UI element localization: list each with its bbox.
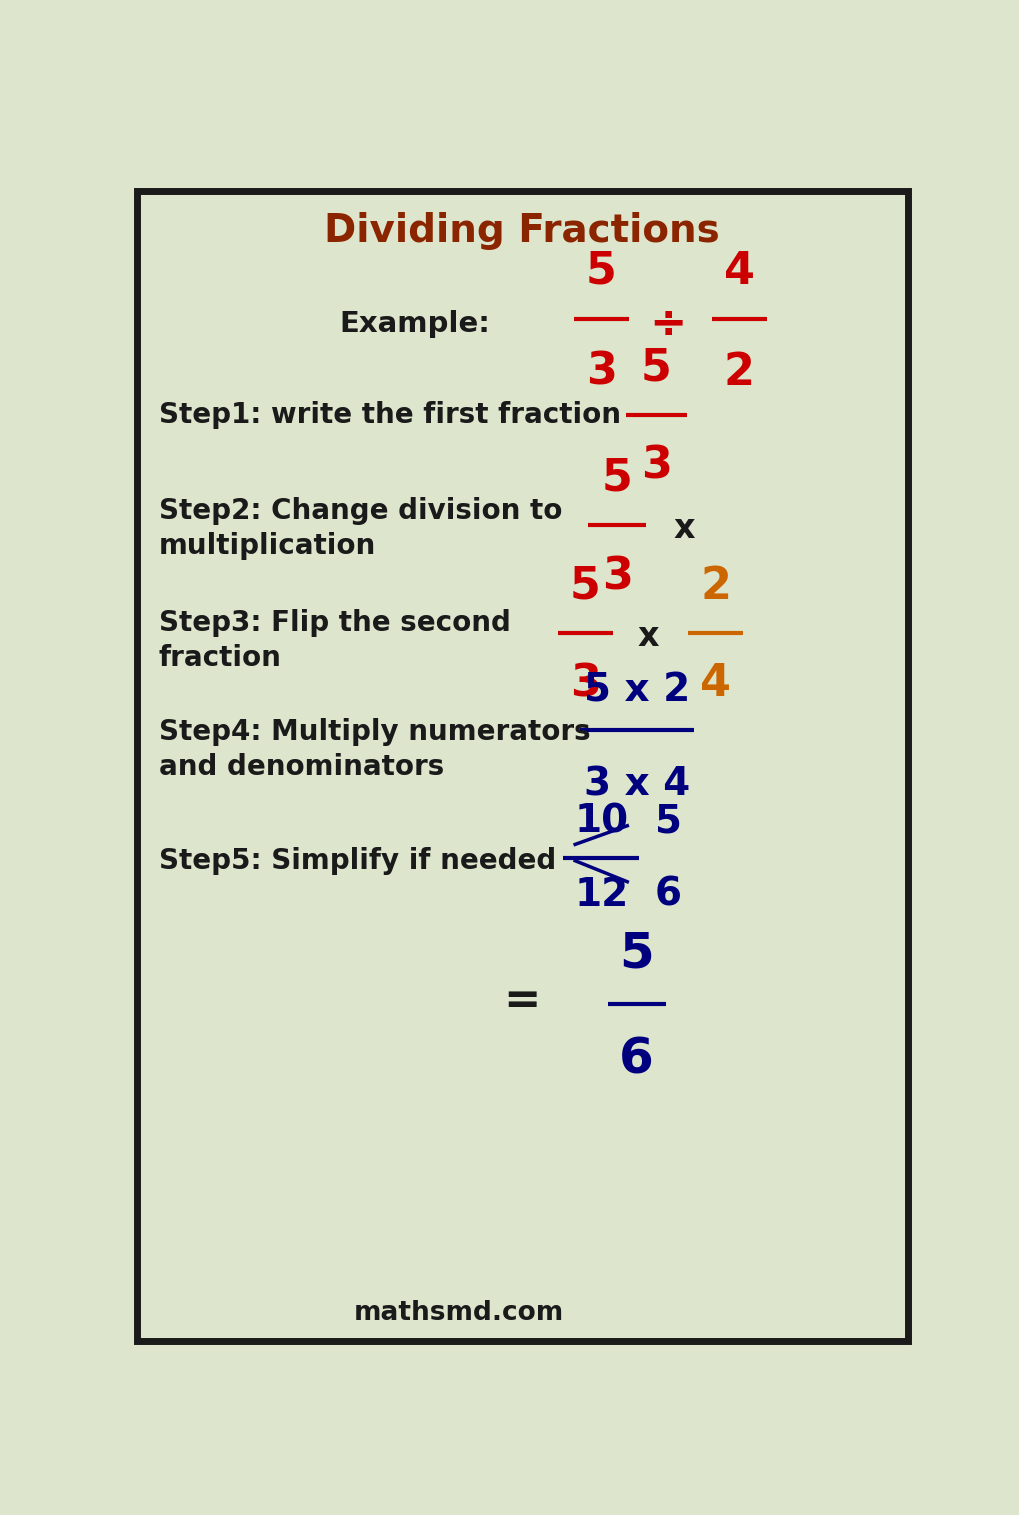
Text: 3: 3	[641, 444, 672, 488]
Text: 5: 5	[641, 347, 672, 389]
Text: Step3: Flip the second: Step3: Flip the second	[159, 609, 511, 636]
Text: x: x	[638, 620, 659, 653]
Text: Step5: Simplify if needed: Step5: Simplify if needed	[159, 847, 556, 874]
Text: multiplication: multiplication	[159, 532, 376, 559]
Text: 6: 6	[655, 876, 682, 914]
Text: Dividing Fractions: Dividing Fractions	[324, 212, 720, 250]
Text: 4: 4	[700, 662, 732, 706]
Text: 5: 5	[601, 456, 633, 498]
Text: Example:: Example:	[339, 311, 491, 338]
Text: 2: 2	[700, 565, 732, 608]
Text: 5: 5	[655, 803, 682, 841]
Text: 10: 10	[574, 803, 629, 841]
Text: mathsmd.com: mathsmd.com	[354, 1300, 565, 1326]
Text: 2: 2	[723, 351, 755, 394]
Text: 5: 5	[570, 565, 601, 608]
Text: 5: 5	[620, 929, 654, 977]
Text: fraction: fraction	[159, 644, 282, 671]
Text: Step2: Change division to: Step2: Change division to	[159, 497, 562, 524]
Text: 6: 6	[620, 1036, 654, 1083]
Text: =: =	[503, 979, 541, 1023]
Text: Step4: Multiply numerators: Step4: Multiply numerators	[159, 718, 591, 747]
Text: 5: 5	[586, 250, 616, 292]
Text: 3: 3	[601, 554, 633, 598]
Text: x: x	[674, 512, 695, 545]
Text: 3: 3	[570, 662, 601, 706]
Text: Step1: write the first fraction: Step1: write the first fraction	[159, 401, 621, 429]
Text: 5 x 2: 5 x 2	[584, 671, 690, 709]
FancyBboxPatch shape	[137, 191, 908, 1341]
Text: 12: 12	[574, 876, 629, 914]
Text: and denominators: and denominators	[159, 753, 444, 782]
Text: 4: 4	[723, 250, 755, 292]
Text: 3 x 4: 3 x 4	[584, 765, 690, 803]
Text: ÷: ÷	[650, 303, 687, 345]
Text: 3: 3	[586, 351, 616, 394]
